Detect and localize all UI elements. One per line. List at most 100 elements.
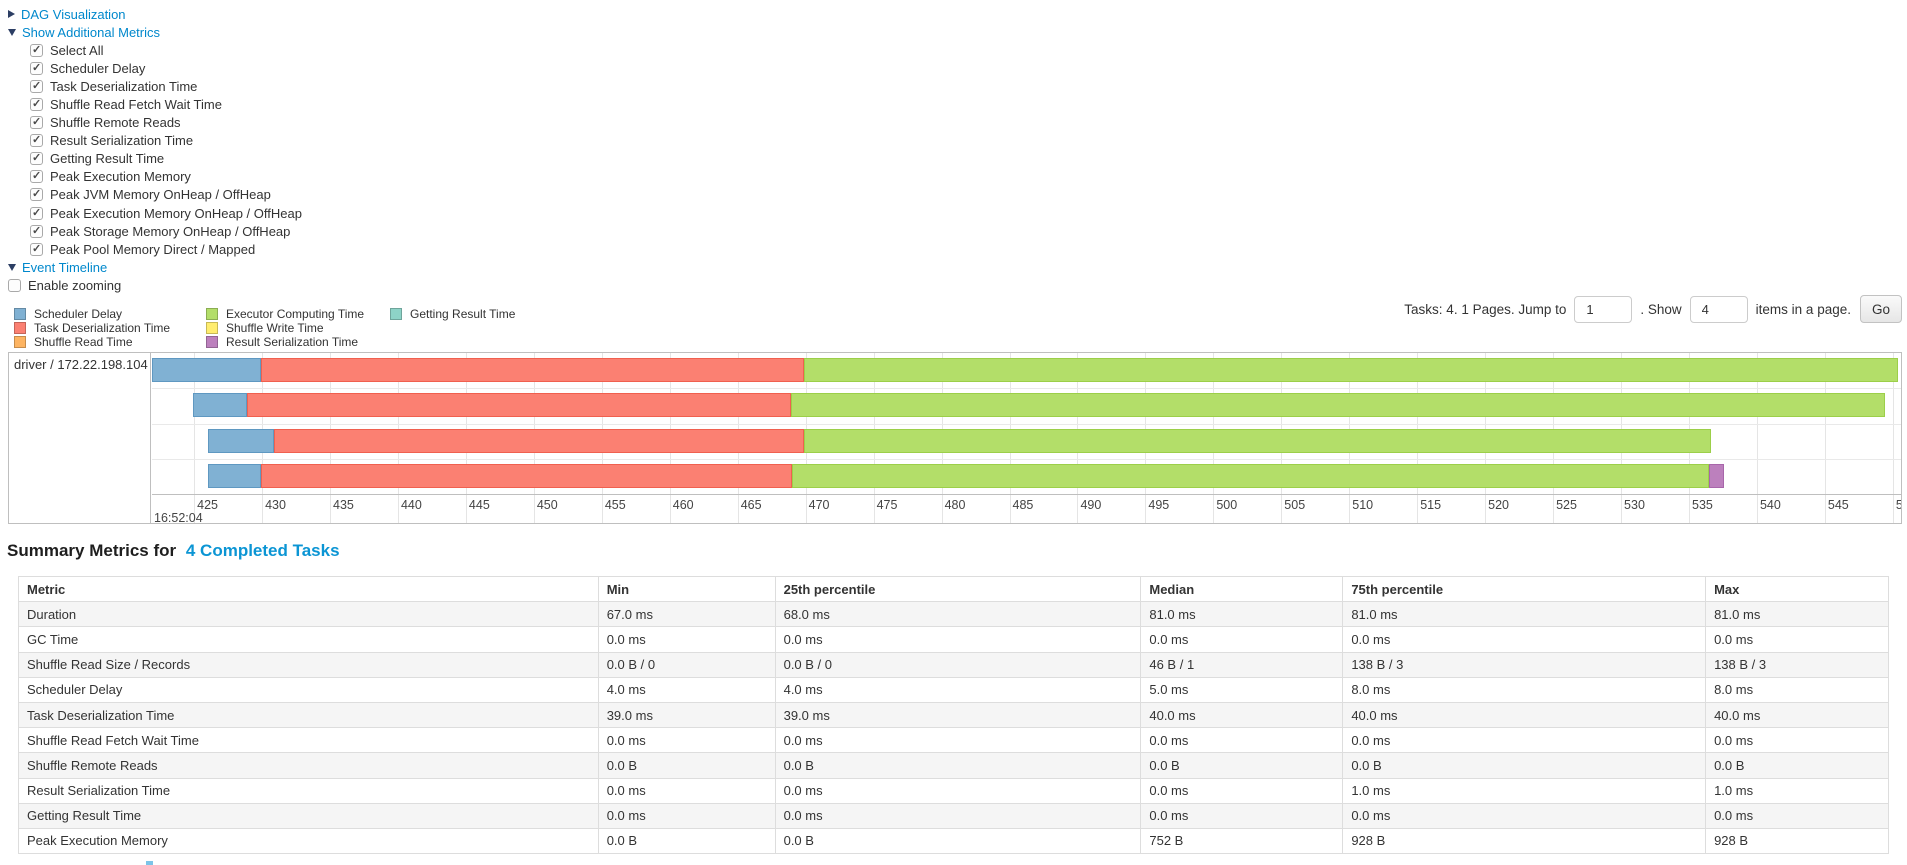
- metric-value-cell: 0.0 B: [1705, 752, 1889, 779]
- metric-value-cell: 0.0 ms: [1705, 727, 1889, 754]
- metric-checkbox-item[interactable]: Peak Execution Memory OnHeap / OffHeap: [30, 204, 302, 222]
- checkbox-checked-icon[interactable]: [30, 133, 43, 148]
- event-timeline-toggle[interactable]: Event Timeline: [8, 258, 302, 276]
- go-button[interactable]: Go: [1859, 295, 1902, 323]
- items-per-page-input[interactable]: [1689, 295, 1748, 323]
- executor-row-label: driver / 172.22.198.104: [14, 357, 148, 372]
- task-bar-segment-executor-computing[interactable]: [804, 358, 1899, 382]
- legend-label: Executor Computing Time: [226, 306, 365, 321]
- task-bar-segment-task-deserialization[interactable]: [260, 358, 805, 382]
- metric-value-cell: 0.0 B: [597, 752, 776, 779]
- metric-value-cell: 0.0 ms: [774, 802, 1142, 829]
- event-timeline-chart: driver / 172.22.198.104 425 430 435 440 445 4…: [8, 352, 1902, 524]
- checkbox-checked-icon[interactable]: [30, 187, 43, 202]
- metric-checkbox-item[interactable]: Shuffle Read Fetch Wait Time: [30, 95, 302, 113]
- metric-value-cell: 39.0 ms: [597, 701, 776, 729]
- metric-name-cell: Scheduler Delay: [18, 676, 599, 703]
- legend-swatch-icon: [390, 307, 402, 320]
- table-row: Task Deserialization Time 39.0 ms 39.0 ms 4…: [18, 701, 1889, 729]
- axis-tick-label: 505: [1284, 498, 1306, 512]
- metric-checkbox-item[interactable]: Peak Storage Memory OnHeap / OffHeap: [30, 222, 302, 240]
- task-bar-segment-executor-computing[interactable]: [790, 393, 1885, 418]
- legend-label: Shuffle Read Time: [34, 334, 133, 349]
- metric-value-cell: 0.0 B: [597, 827, 776, 855]
- metric-value-cell: 39.0 ms: [774, 701, 1142, 729]
- legend-item: Executor Computing Time: [206, 307, 390, 321]
- axis-tick-label: 460: [672, 498, 694, 512]
- metric-value-cell: 81.0 ms: [1705, 601, 1889, 628]
- task-bar-segment-result-serialization[interactable]: [1709, 463, 1725, 488]
- task-pagination: Tasks: 4. 1 Pages. Jump to . Show items …: [1404, 295, 1902, 323]
- axis-tick-label: 430: [265, 498, 286, 512]
- checkbox-checked-icon[interactable]: [30, 97, 43, 112]
- task-bar-segment-task-deserialization[interactable]: [260, 463, 793, 488]
- collapsible-controls: DAG Visualization Show Additional Metric…: [8, 5, 302, 295]
- summary-metrics-heading: Summary Metrics for 4 Completed Tasks: [7, 541, 340, 561]
- axis-tick-label: 535: [1692, 498, 1713, 512]
- metric-value-cell: 0.0 ms: [597, 777, 776, 804]
- metric-value-cell: 40.0 ms: [1705, 701, 1889, 729]
- jump-to-page-input[interactable]: [1574, 295, 1633, 323]
- dag-visualization-link[interactable]: DAG Visualization: [21, 6, 126, 22]
- enable-zooming-checkbox[interactable]: [8, 278, 21, 292]
- task-bar-segment-task-deserialization[interactable]: [247, 393, 791, 418]
- task-bar-segment-executor-computing[interactable]: [792, 463, 1710, 488]
- metric-checkbox-item[interactable]: Peak JVM Memory OnHeap / OffHeap: [30, 186, 302, 204]
- metric-checkbox-item[interactable]: Result Serialization Time: [30, 132, 302, 150]
- metric-value-cell: 5.0 ms: [1140, 676, 1344, 703]
- checkbox-checked-icon[interactable]: [30, 169, 43, 184]
- task-bar-segment-scheduler-delay[interactable]: [192, 393, 248, 418]
- axis-tick-label: 495: [1148, 498, 1170, 512]
- enable-zooming-option[interactable]: Enable zooming: [8, 276, 302, 294]
- completed-tasks-link[interactable]: 4 Completed Tasks: [185, 541, 340, 560]
- checkbox-checked-icon[interactable]: [30, 206, 43, 220]
- show-additional-metrics-toggle[interactable]: Show Additional Metrics: [8, 23, 302, 41]
- legend-label: Result Serialization Time: [226, 334, 359, 349]
- metric-value-cell: 928 B: [1705, 827, 1889, 855]
- metric-name-cell: Shuffle Remote Reads: [18, 752, 599, 779]
- metric-value-cell: 46 B / 1: [1140, 651, 1344, 678]
- task-bar-segment-scheduler-delay[interactable]: [152, 358, 261, 382]
- metric-value-cell: 8.0 ms: [1342, 676, 1707, 703]
- metric-checkbox-item[interactable]: Select All: [30, 41, 302, 59]
- metric-checkbox-label: Shuffle Remote Reads: [50, 115, 181, 131]
- task-bar-segment-scheduler-delay[interactable]: [207, 428, 275, 453]
- expanded-arrow-icon: [8, 28, 16, 36]
- metric-checkbox-label: Result Serialization Time: [50, 133, 194, 149]
- task-bar-segment-executor-computing[interactable]: [804, 428, 1711, 453]
- column-header: Min: [597, 575, 776, 603]
- show-additional-metrics-link[interactable]: Show Additional Metrics: [22, 24, 161, 40]
- checkbox-checked-icon[interactable]: [30, 224, 43, 238]
- axis-tick-label: 530: [1624, 498, 1645, 512]
- metric-checkbox-label: Peak Execution Memory OnHeap / OffHeap: [50, 205, 302, 221]
- checkbox-checked-icon[interactable]: [30, 151, 43, 166]
- metric-checkbox-label: Peak Execution Memory: [50, 169, 191, 185]
- checkbox-checked-icon[interactable]: [30, 61, 43, 75]
- metric-value-cell: 4.0 ms: [597, 676, 776, 703]
- metric-checkbox-item[interactable]: Peak Execution Memory: [30, 168, 302, 186]
- metric-checkbox-item[interactable]: Task Deserialization Time: [30, 77, 302, 95]
- table-row: Result Serialization Time 0.0 ms 0.0 ms 0.0…: [18, 777, 1889, 804]
- checkbox-checked-icon[interactable]: [30, 115, 43, 130]
- checkbox-checked-icon[interactable]: [30, 242, 43, 256]
- metric-checkbox-item[interactable]: Scheduler Delay: [30, 59, 302, 77]
- event-timeline-link[interactable]: Event Timeline: [22, 259, 108, 275]
- metric-value-cell: 0.0 ms: [1342, 802, 1707, 829]
- table-row: Peak Execution Memory 0.0 B 0.0 B 752 B 928 …: [18, 827, 1889, 855]
- metric-checkbox-item[interactable]: Getting Result Time: [30, 150, 302, 168]
- metric-checkbox-item[interactable]: Shuffle Remote Reads: [30, 114, 302, 132]
- dag-visualization-toggle[interactable]: DAG Visualization: [8, 5, 302, 23]
- metric-value-cell: 8.0 ms: [1705, 676, 1889, 703]
- task-bar-segment-scheduler-delay[interactable]: [207, 463, 261, 488]
- legend-swatch-icon: [14, 321, 26, 334]
- metric-value-cell: 0.0 B: [1342, 752, 1707, 779]
- metric-value-cell: 0.0 ms: [597, 626, 776, 653]
- metric-value-cell: 81.0 ms: [1342, 601, 1707, 628]
- checkbox-checked-icon[interactable]: [30, 43, 43, 57]
- metric-name-cell: GC Time: [18, 626, 599, 653]
- metric-checkbox-item[interactable]: Peak Pool Memory Direct / Mapped: [30, 240, 302, 258]
- task-bar-segment-task-deserialization[interactable]: [274, 428, 805, 453]
- checkbox-checked-icon[interactable]: [30, 79, 43, 93]
- metric-name-cell: Duration: [18, 601, 599, 628]
